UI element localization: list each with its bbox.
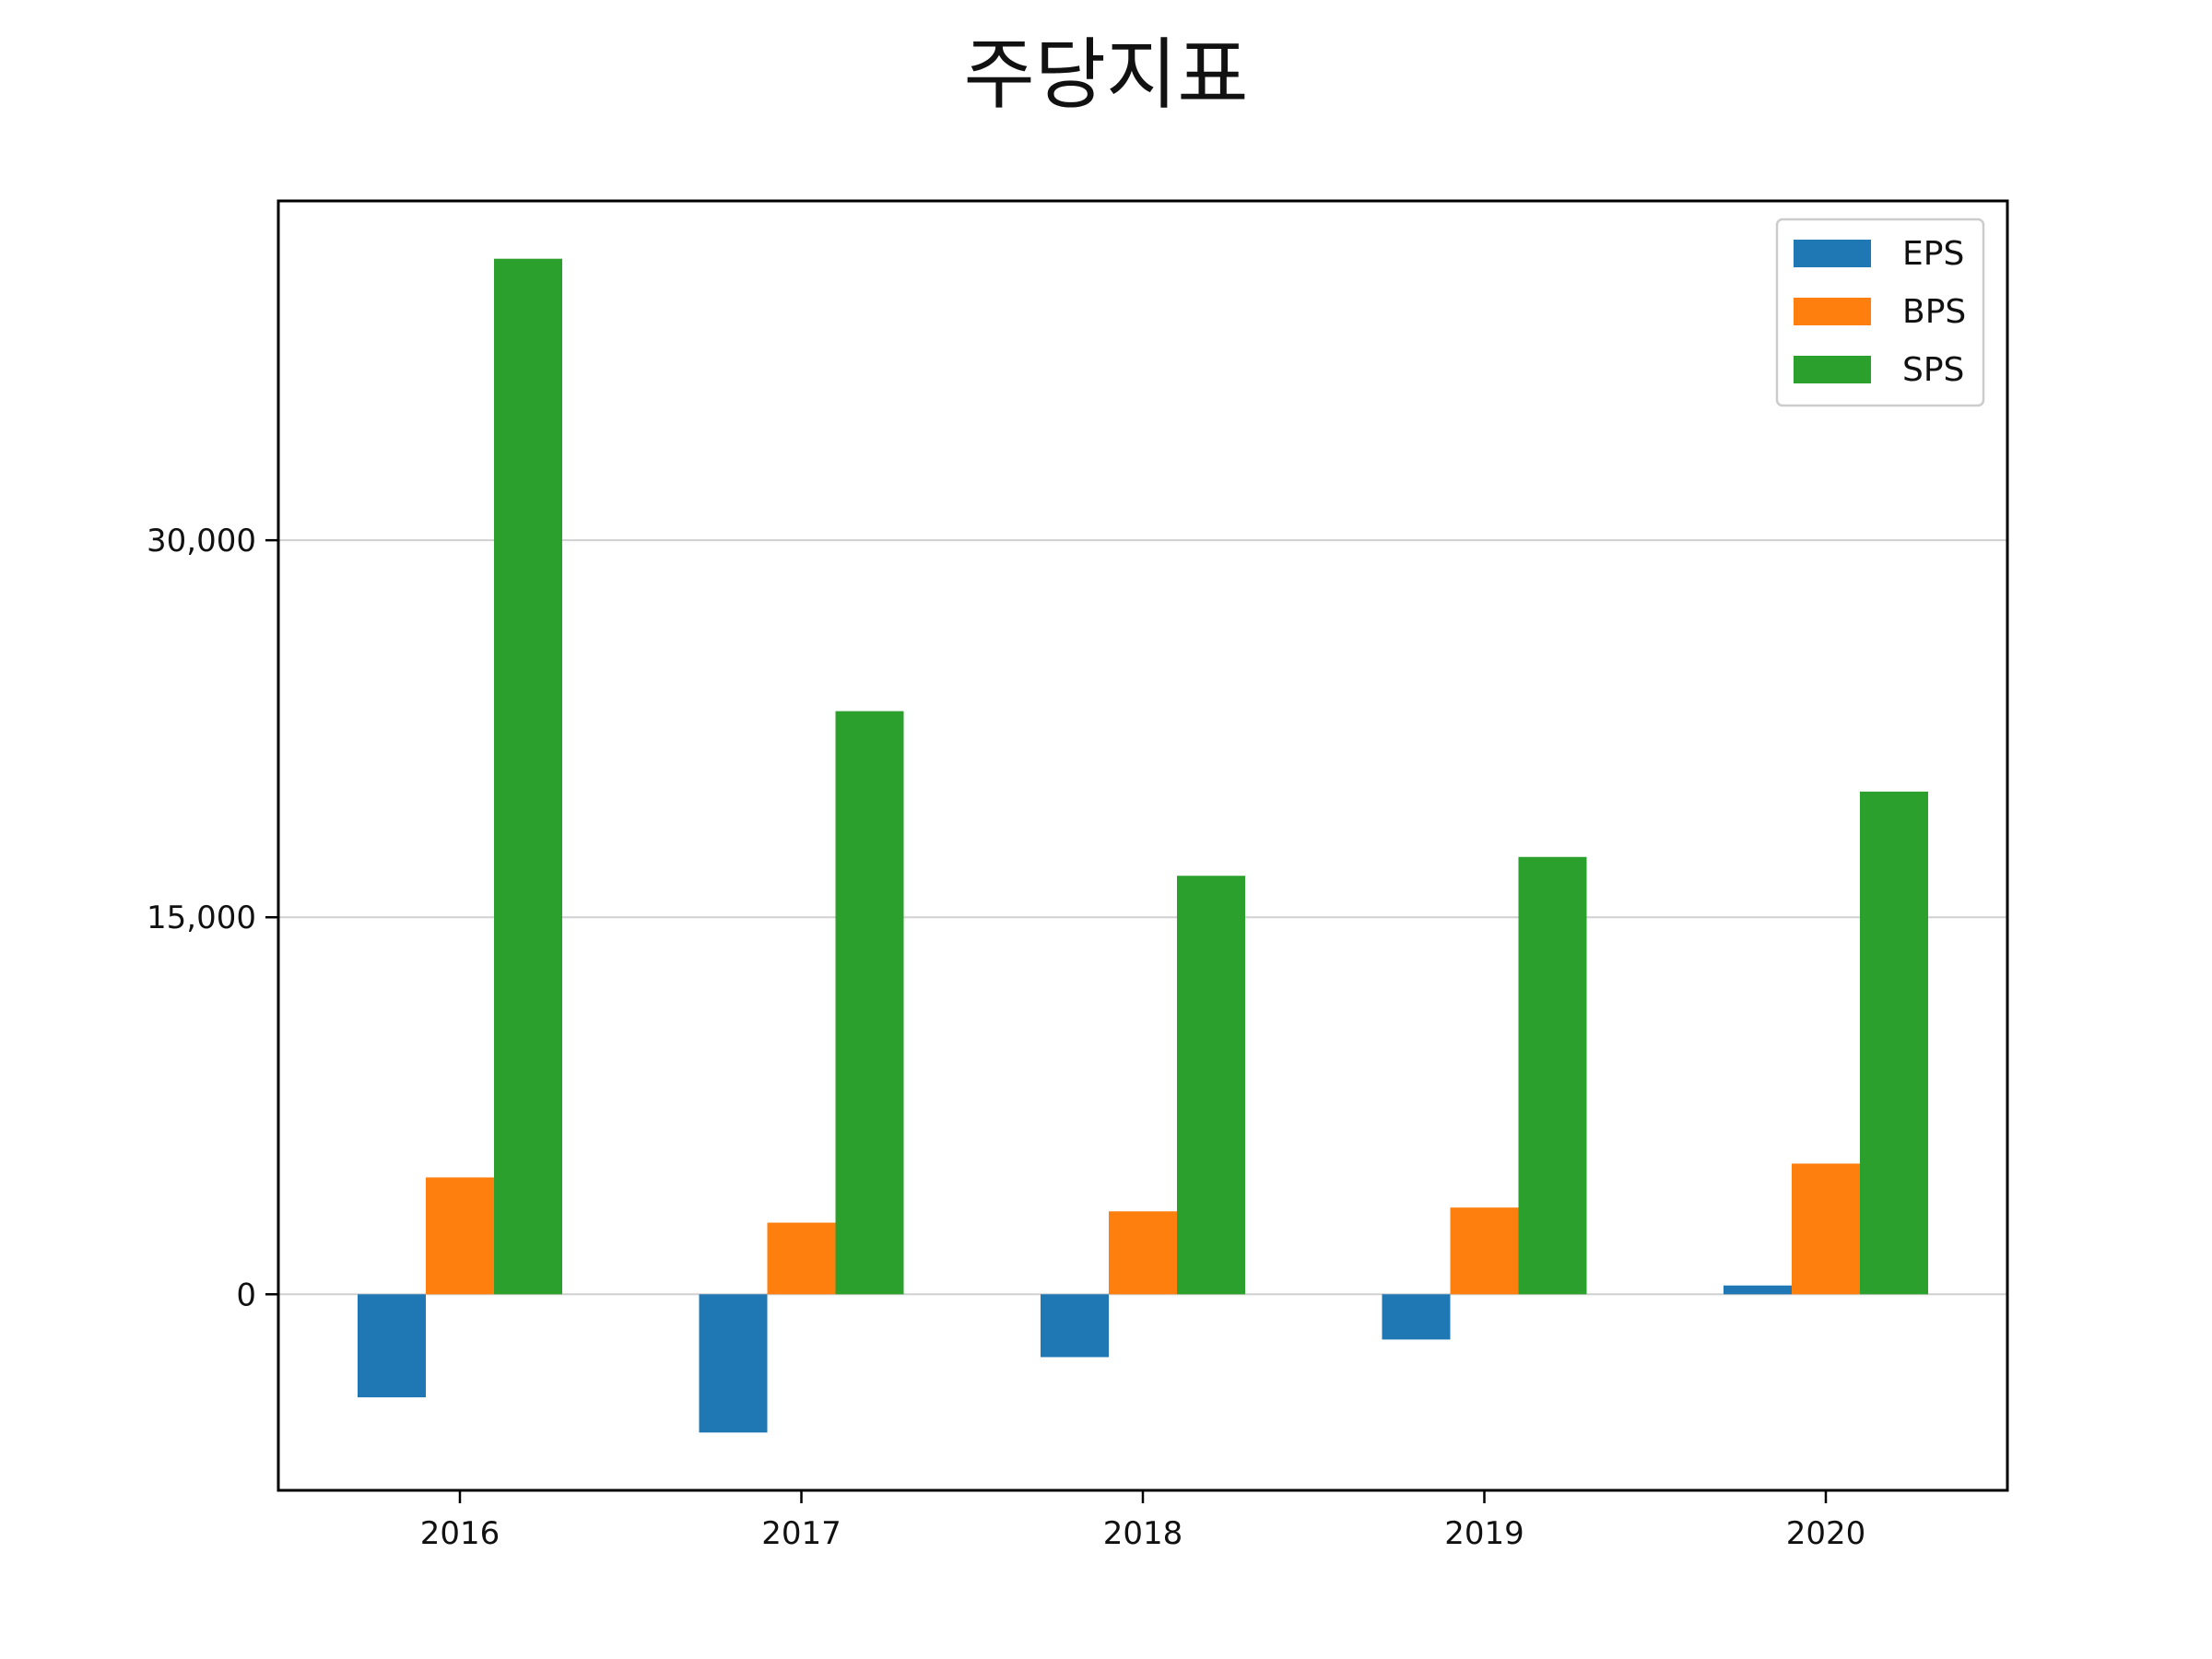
bar-sps-2017 <box>835 711 904 1295</box>
legend-label-bps: BPS <box>1902 293 1966 331</box>
bar-eps-2020 <box>1724 1285 1792 1295</box>
chart-title: 주당지표 <box>963 29 1249 120</box>
x-tick-label: 2020 <box>1786 1515 1866 1552</box>
legend-swatch-eps <box>1794 240 1871 267</box>
legend-label-eps: EPS <box>1902 235 1964 273</box>
bar-eps-2017 <box>699 1294 768 1433</box>
bar-bps-2016 <box>426 1177 494 1295</box>
legend-swatch-sps <box>1794 356 1871 383</box>
bar-eps-2018 <box>1041 1294 1109 1358</box>
y-tick-label: 30,000 <box>147 523 256 559</box>
x-tick-label: 2019 <box>1444 1515 1524 1552</box>
legend-swatch-bps <box>1794 298 1871 325</box>
y-tick-label: 15,000 <box>147 900 256 936</box>
bar-eps-2019 <box>1382 1294 1451 1340</box>
legend: EPS BPS SPS <box>1775 218 1985 407</box>
x-tick-label: 2016 <box>420 1515 500 1552</box>
bar-bps-2019 <box>1450 1207 1519 1295</box>
bar-bps-2020 <box>1792 1163 1860 1295</box>
bar-bps-2018 <box>1109 1211 1177 1295</box>
bar-eps-2016 <box>358 1294 426 1398</box>
bar-sps-2019 <box>1518 856 1587 1295</box>
legend-label-sps: SPS <box>1902 351 1964 389</box>
y-tick-label: 0 <box>236 1277 256 1313</box>
bar-sps-2020 <box>1860 791 1928 1295</box>
x-tick-label: 2017 <box>761 1515 841 1552</box>
x-axis: 2016 2017 2018 2019 2020 <box>420 1490 1866 1552</box>
bar-sps-2018 <box>1177 876 1245 1295</box>
x-tick-label: 2018 <box>1103 1515 1183 1552</box>
y-axis: 0 15,000 30,000 <box>147 523 278 1313</box>
bar-sps-2016 <box>494 258 562 1295</box>
bars <box>358 258 1928 1433</box>
bar-bps-2017 <box>767 1222 836 1295</box>
